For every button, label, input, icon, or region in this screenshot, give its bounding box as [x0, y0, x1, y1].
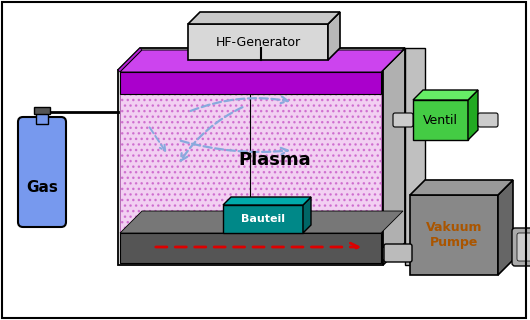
Polygon shape — [120, 50, 403, 72]
Polygon shape — [188, 12, 340, 24]
Polygon shape — [468, 90, 478, 140]
Polygon shape — [120, 211, 403, 233]
FancyBboxPatch shape — [478, 113, 498, 127]
FancyBboxPatch shape — [384, 244, 412, 262]
Polygon shape — [223, 205, 303, 233]
Text: Ventil: Ventil — [423, 114, 458, 126]
Polygon shape — [188, 24, 328, 60]
Text: Plasma: Plasma — [238, 151, 311, 169]
Polygon shape — [118, 48, 405, 70]
FancyBboxPatch shape — [512, 228, 530, 266]
Bar — [405, 48, 425, 265]
Polygon shape — [120, 72, 381, 94]
Polygon shape — [328, 12, 340, 60]
Polygon shape — [413, 100, 468, 140]
Polygon shape — [120, 94, 381, 233]
Polygon shape — [383, 48, 405, 265]
Polygon shape — [410, 195, 498, 275]
FancyBboxPatch shape — [393, 113, 413, 127]
Polygon shape — [120, 72, 381, 263]
Text: Gas: Gas — [26, 180, 58, 195]
Text: Bauteil: Bauteil — [241, 214, 285, 224]
Text: HF-Generator: HF-Generator — [215, 36, 301, 49]
Polygon shape — [303, 197, 311, 233]
Polygon shape — [118, 70, 383, 265]
FancyBboxPatch shape — [517, 233, 530, 261]
Bar — [34, 107, 50, 114]
Polygon shape — [410, 180, 513, 195]
Polygon shape — [223, 197, 311, 205]
Polygon shape — [413, 90, 478, 100]
Bar — [36, 112, 48, 124]
Text: Vakuum
Pumpe: Vakuum Pumpe — [426, 221, 482, 249]
Polygon shape — [498, 180, 513, 275]
FancyBboxPatch shape — [18, 117, 66, 227]
Polygon shape — [118, 48, 142, 72]
Polygon shape — [120, 233, 381, 263]
